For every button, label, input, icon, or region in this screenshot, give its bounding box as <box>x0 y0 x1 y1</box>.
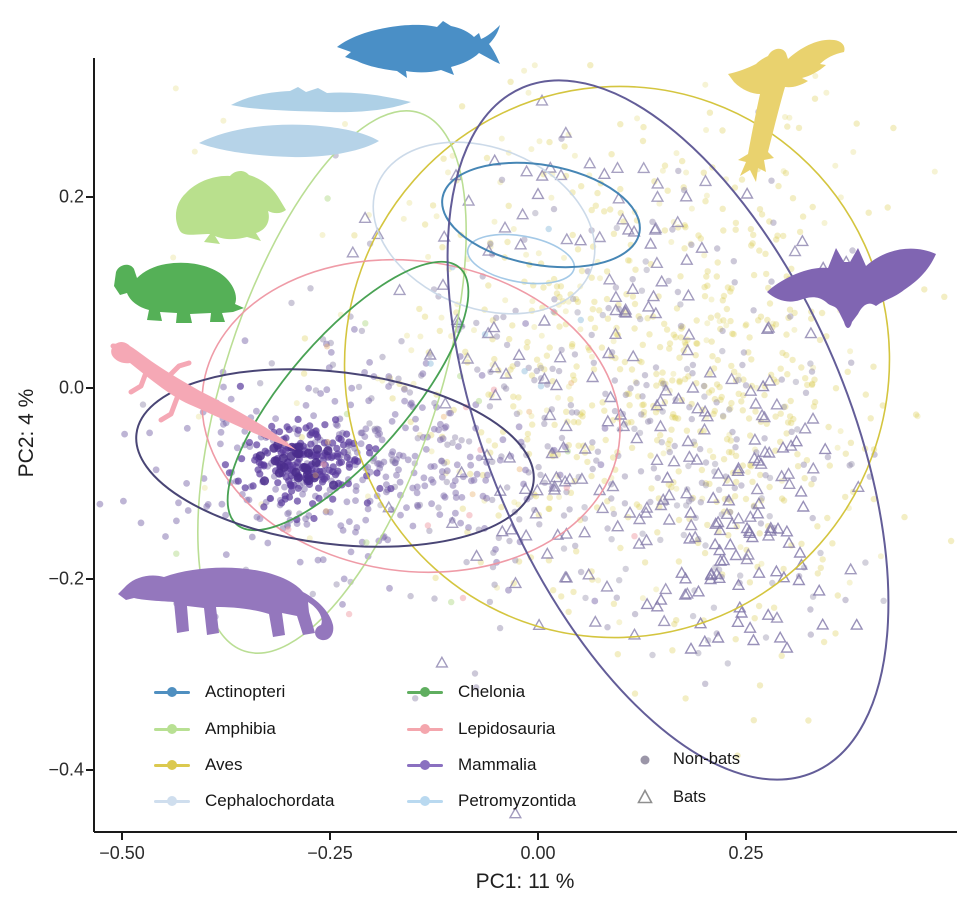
legend-swatch <box>405 795 445 807</box>
silhouette-lizard-icon <box>110 342 297 450</box>
silhouette-eagle-icon <box>728 39 845 183</box>
silhouettes-layer <box>110 21 936 641</box>
axes-layer <box>86 58 957 840</box>
silhouette-panther-icon <box>118 567 334 641</box>
silhouette-bat-icon <box>767 248 936 328</box>
legend-swatch <box>152 759 192 771</box>
legend-label: Lepidosauria <box>458 718 556 738</box>
legend-label: Mammalia <box>458 754 537 774</box>
legend-label: Cephalochordata <box>205 791 335 811</box>
cluster-bats-west <box>346 211 567 528</box>
ellipse-cephalochordata <box>372 141 596 315</box>
legend-label: Actinopteri <box>205 682 286 702</box>
points-layer <box>96 61 955 819</box>
legend-item-cephalochordata: Cephalochordata <box>152 783 334 819</box>
legend-swatch <box>152 723 192 735</box>
x-axis-title: PC1: 11 % <box>475 870 575 893</box>
legend-label: Chelonia <box>458 682 526 702</box>
legend-label: Non-bats <box>673 750 740 769</box>
y-tick-label: −0.2 <box>48 568 84 589</box>
legend-item-bats: Bats <box>633 779 740 817</box>
legend-item-amphibia: Amphibia <box>152 710 334 746</box>
ellipses-layer <box>135 79 891 781</box>
cluster-bats-dense <box>614 379 864 654</box>
legend-label: Aves <box>205 754 243 774</box>
legend-item-chelonia: Chelonia <box>405 674 576 710</box>
legend-item-mammalia: Mammalia <box>405 747 576 783</box>
silhouette-lamprey-icon <box>231 87 411 113</box>
silhouette-amphioxus-icon <box>199 124 379 158</box>
x-tick-label: 0.25 <box>728 843 764 863</box>
legend-label: Amphibia <box>205 718 276 738</box>
y-axis-title: PC2: 4 % <box>15 388 38 478</box>
y-tick-label: −0.4 <box>48 759 84 780</box>
filled-circle-icon <box>633 752 657 768</box>
legend-label: Petromyzontida <box>458 791 577 811</box>
legend-swatch <box>152 795 192 807</box>
legend-item-aves: Aves <box>152 747 334 783</box>
legend-item-petromyzontida: Petromyzontida <box>405 783 576 819</box>
cluster-strays-green <box>173 195 571 606</box>
y-tick-label: 0.0 <box>58 377 84 398</box>
cluster-nonbats-right <box>377 138 887 667</box>
legend-item-non-bats: Non-bats <box>633 741 740 779</box>
silhouette-turtle-icon <box>114 262 244 323</box>
ellipse-petromyzontida <box>466 233 576 285</box>
x-tick-label: −0.25 <box>307 843 353 863</box>
legend-swatch <box>405 686 445 698</box>
ellipse-aves <box>343 85 891 639</box>
legend-swatch <box>405 723 445 735</box>
x-tick-label: 0.00 <box>520 843 556 863</box>
silhouette-salmon-icon <box>337 21 500 78</box>
y-tick-label: 0.2 <box>58 186 84 207</box>
ellipse-mammalia <box>135 368 535 548</box>
legend-column-2: Chelonia Lepidosauria Mammalia Petromyzo… <box>405 674 576 820</box>
legend-item-actinopteri: Actinopteri <box>152 674 334 710</box>
ellipse-amphibia <box>197 110 467 654</box>
legend-shapes: Non-bats Bats <box>633 741 740 816</box>
ellipse-actinopteri <box>441 161 641 269</box>
open-triangle-icon <box>633 789 657 805</box>
legend-column-1: Actinopteri Amphibia Aves Cephalochordat… <box>152 674 334 820</box>
legend-label: Bats <box>673 787 707 806</box>
ellipse-mammalia-bats- <box>446 79 890 781</box>
cluster-aves-right <box>565 95 878 759</box>
legend-item-lepidosauria: Lepidosauria <box>405 710 576 746</box>
x-tick-label: −0.50 <box>99 843 145 863</box>
cluster-mammal-core-dark <box>255 440 339 490</box>
legend-swatch <box>152 686 192 698</box>
silhouette-frog-icon <box>175 170 286 244</box>
legend-swatch <box>405 759 445 771</box>
